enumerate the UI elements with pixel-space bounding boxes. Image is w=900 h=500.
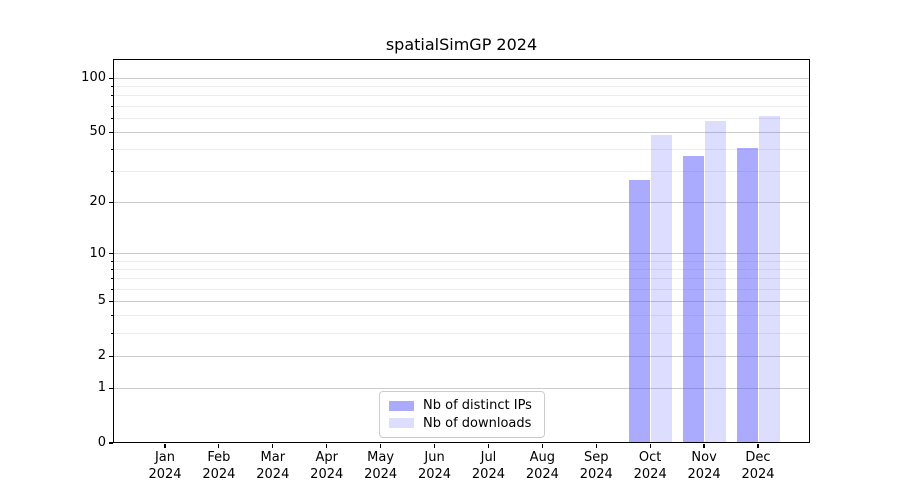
y-major-tickmark bbox=[109, 201, 113, 204]
x-tick-label: Mar 2024 bbox=[256, 450, 290, 482]
x-tickmark bbox=[433, 444, 436, 448]
y-tick-label: 0 bbox=[97, 435, 106, 450]
major-gridline bbox=[113, 300, 810, 302]
y-major-tickmark bbox=[109, 300, 113, 302]
major-gridline bbox=[113, 201, 810, 203]
minor-gridline bbox=[113, 86, 810, 88]
major-gridline bbox=[113, 131, 810, 133]
y-minor-tickmark bbox=[110, 171, 113, 173]
y-minor-tickmark bbox=[110, 288, 113, 290]
x-tickmark bbox=[757, 444, 759, 448]
x-tick-label: Jan 2024 bbox=[148, 450, 182, 482]
legend-item-distinct-ips: Nb of distinct IPs bbox=[389, 398, 535, 413]
x-tick-label: May 2024 bbox=[364, 450, 398, 482]
y-minor-tickmark bbox=[110, 86, 113, 88]
x-tick-label: Jul 2024 bbox=[471, 450, 505, 482]
minor-gridline bbox=[113, 95, 810, 97]
x-tick-label: Oct 2024 bbox=[633, 450, 667, 482]
y-major-tickmark bbox=[109, 252, 113, 255]
minor-gridline bbox=[113, 268, 810, 270]
x-tickmark bbox=[703, 444, 705, 448]
x-tick-label: Sep 2024 bbox=[579, 450, 613, 482]
major-gridline bbox=[113, 387, 810, 389]
y-tick-label: 100 bbox=[81, 70, 106, 86]
chart-title: spatialSimGP 2024 bbox=[385, 35, 538, 54]
bar-downloads bbox=[704, 120, 726, 443]
legend-swatch-downloads-icon bbox=[389, 418, 414, 429]
x-tick-label: Dec 2024 bbox=[741, 450, 775, 482]
y-major-tickmark bbox=[109, 387, 113, 389]
major-gridline bbox=[113, 253, 810, 255]
x-tick-label: Apr 2024 bbox=[310, 450, 344, 482]
minor-gridline bbox=[113, 149, 810, 151]
x-tickmark bbox=[218, 444, 220, 448]
legend-swatch-distinct-ips-icon bbox=[389, 400, 414, 411]
y-minor-tickmark bbox=[110, 315, 113, 317]
legend-label-distinct-ips: Nb of distinct IPs bbox=[423, 398, 532, 414]
y-major-tickmark bbox=[109, 77, 113, 79]
y-minor-tickmark bbox=[110, 95, 113, 97]
y-tick-label: 1 bbox=[97, 380, 106, 396]
x-tickmark bbox=[595, 444, 597, 448]
y-tick-label: 20 bbox=[89, 194, 106, 210]
y-major-tickmark bbox=[109, 442, 113, 444]
minor-gridline bbox=[113, 171, 810, 173]
x-tickmark bbox=[326, 444, 328, 448]
legend: Nb of distinct IPs Nb of downloads bbox=[379, 391, 545, 438]
legend-item-downloads: Nb of downloads bbox=[389, 416, 535, 431]
bar-downloads bbox=[758, 115, 780, 443]
minor-gridline bbox=[113, 117, 810, 119]
x-tickmark bbox=[541, 444, 543, 448]
minor-gridline bbox=[113, 105, 810, 107]
y-tick-label: 5 bbox=[97, 293, 106, 309]
y-minor-tickmark bbox=[110, 332, 113, 334]
bar-distinct-ips bbox=[736, 147, 758, 443]
x-tick-label: Aug 2024 bbox=[525, 450, 559, 482]
x-tickmark bbox=[164, 444, 166, 448]
minor-gridline bbox=[113, 332, 810, 334]
y-minor-tickmark bbox=[110, 278, 113, 280]
minor-gridline bbox=[113, 260, 810, 262]
y-tick-label: 10 bbox=[89, 245, 106, 261]
legend-label-downloads: Nb of downloads bbox=[423, 415, 532, 431]
x-tick-label: Jun 2024 bbox=[417, 450, 452, 482]
x-tickmark bbox=[487, 444, 490, 448]
y-major-tickmark bbox=[109, 131, 113, 133]
y-minor-tickmark bbox=[110, 268, 113, 270]
major-gridline bbox=[113, 77, 810, 79]
x-tickmark bbox=[272, 444, 274, 448]
y-minor-tickmark bbox=[110, 149, 113, 151]
y-tick-label: 50 bbox=[89, 124, 106, 140]
x-tickmark bbox=[380, 444, 382, 448]
x-tickmark bbox=[649, 444, 651, 448]
x-tick-label: Feb 2024 bbox=[202, 450, 236, 482]
minor-gridline bbox=[113, 315, 810, 317]
bar-distinct-ips bbox=[682, 155, 704, 443]
minor-gridline bbox=[113, 288, 810, 290]
bar-downloads bbox=[650, 135, 672, 443]
y-minor-tickmark bbox=[110, 117, 113, 119]
y-tick-label: 2 bbox=[97, 348, 106, 364]
y-major-tickmark bbox=[109, 355, 113, 357]
bar-distinct-ips bbox=[628, 179, 650, 443]
minor-gridline bbox=[113, 278, 810, 280]
y-minor-tickmark bbox=[110, 105, 113, 107]
major-gridline bbox=[113, 355, 810, 357]
y-minor-tickmark bbox=[110, 260, 113, 262]
x-tick-label: Nov 2024 bbox=[687, 450, 721, 482]
